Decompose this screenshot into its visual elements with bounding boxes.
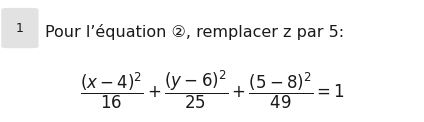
Text: $\dfrac{(x-4)^2}{16}+\dfrac{(y-6)^2}{25}+\dfrac{(5-8)^2}{49}=1$: $\dfrac{(x-4)^2}{16}+\dfrac{(y-6)^2}{25}… — [80, 69, 344, 111]
Text: Pour l’équation ②, remplacer z par 5:: Pour l’équation ②, remplacer z par 5: — [45, 24, 343, 40]
FancyBboxPatch shape — [1, 8, 39, 48]
Text: 1: 1 — [16, 22, 24, 35]
